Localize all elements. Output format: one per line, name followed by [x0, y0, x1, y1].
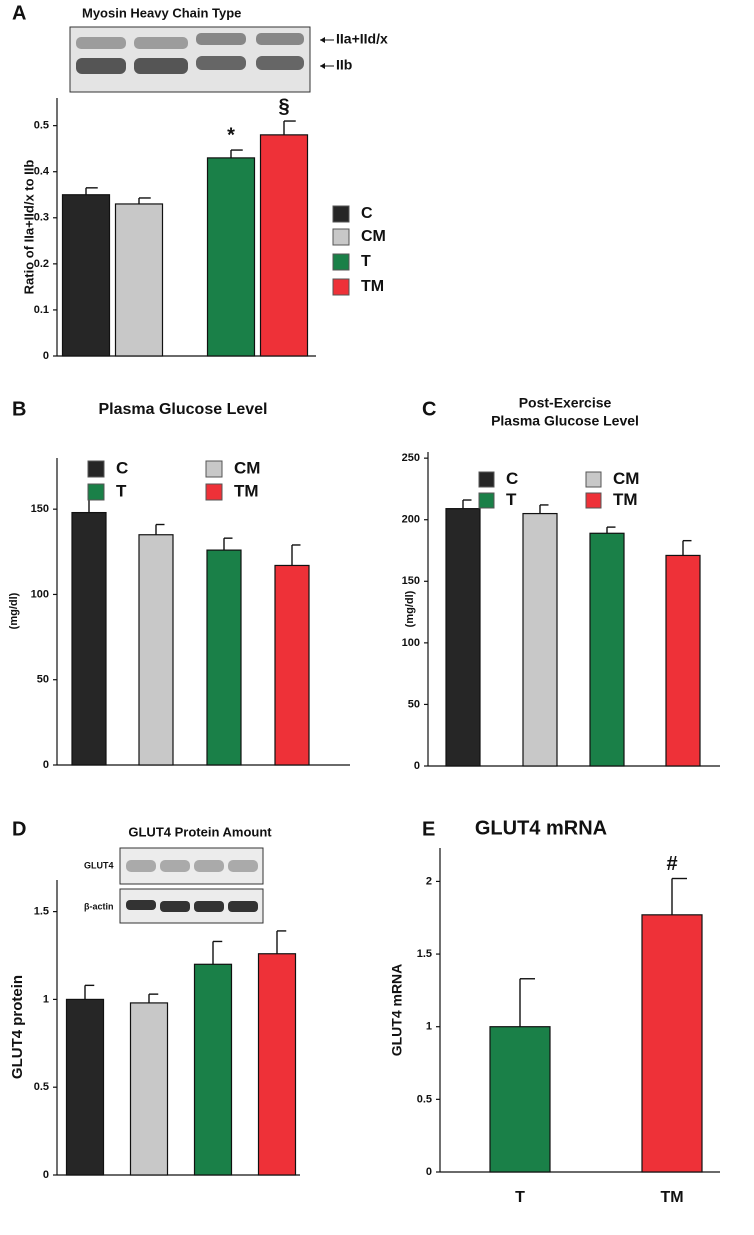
- y-tick-label: 0: [43, 350, 49, 362]
- legend-swatch: [478, 492, 495, 509]
- blot-a: [69, 26, 334, 93]
- legend-swatch: [332, 228, 350, 246]
- legend-label: C: [361, 205, 373, 222]
- y-tick-label: 1: [43, 993, 49, 1005]
- legend-label: CM: [613, 469, 639, 488]
- y-tick-label: 0.5: [417, 1093, 432, 1105]
- chart-title: GLUT4 Protein Amount: [128, 824, 272, 839]
- bar: [65, 998, 105, 1176]
- y-tick-label: 150: [31, 503, 49, 515]
- y-tick-label: 0: [414, 760, 420, 772]
- bar: [129, 1002, 169, 1176]
- y-tick-label: 0: [43, 759, 49, 771]
- panel-letter: B: [12, 398, 26, 420]
- annotation: #: [666, 853, 677, 875]
- y-tick-label: 250: [402, 452, 420, 464]
- y-tick-label: 0.4: [34, 166, 50, 178]
- blot-label: IIb: [336, 57, 352, 73]
- bar: [257, 953, 297, 1176]
- annotation: *: [227, 124, 235, 146]
- bar: [259, 134, 309, 357]
- y-tick-label: 2: [426, 875, 432, 887]
- legend-swatch: [205, 460, 223, 478]
- y-axis-label: GLUT4 protein: [9, 975, 26, 1079]
- y-tick-label: 0.5: [34, 1081, 49, 1093]
- y-axis-label: GLUT4 mRNA: [389, 964, 405, 1057]
- y-tick-label: 0.5: [34, 120, 49, 132]
- legend-swatch: [332, 278, 350, 296]
- bar: [206, 157, 256, 357]
- bar: [445, 508, 481, 767]
- legend-label: C: [506, 469, 518, 488]
- legend-label: TM: [613, 490, 638, 509]
- y-tick-label: 0.2: [34, 258, 49, 270]
- x-tick-label: TM: [660, 1189, 683, 1206]
- y-tick-label: 1: [426, 1021, 432, 1033]
- chart-title: Myosin Heavy Chain Type: [82, 5, 241, 20]
- blot-label: β-actin: [84, 901, 114, 911]
- bar: [138, 534, 174, 766]
- blot-d: [119, 847, 264, 924]
- legend-label: TM: [361, 278, 384, 295]
- y-tick-label: 0.1: [34, 304, 49, 316]
- bar: [641, 914, 703, 1173]
- y-tick-label: 0.3: [34, 212, 49, 224]
- legend-label: TM: [234, 481, 259, 500]
- legend-label: T: [361, 253, 371, 270]
- bar: [665, 554, 701, 767]
- bar: [114, 203, 164, 357]
- bar: [61, 194, 111, 357]
- legend-swatch: [332, 205, 350, 223]
- bar: [489, 1026, 551, 1173]
- y-tick-label: 0: [43, 1169, 49, 1181]
- bar: [71, 511, 107, 766]
- y-tick-label: 50: [408, 698, 420, 710]
- legend-swatch: [478, 471, 495, 488]
- legend-swatch: [332, 253, 350, 271]
- legend-swatch: [87, 460, 105, 478]
- panel-letter: E: [422, 818, 435, 840]
- legend-label: C: [116, 458, 128, 477]
- bar: [206, 549, 242, 766]
- bar: [589, 532, 625, 767]
- y-tick-label: 100: [402, 637, 420, 649]
- bar: [193, 963, 233, 1176]
- legend-swatch: [585, 492, 602, 509]
- chart-title: Plasma Glucose Level: [99, 401, 268, 418]
- y-tick-label: 0: [426, 1166, 432, 1178]
- x-tick-label: T: [515, 1189, 525, 1206]
- y-axis-label: Ratio of IIa+IId/x to IIb: [21, 160, 36, 295]
- legend-swatch: [585, 471, 602, 488]
- legend-label: T: [506, 490, 517, 509]
- panel-letter: A: [12, 2, 26, 24]
- y-axis-label: (mg/dl): [8, 592, 20, 629]
- y-tick-label: 1.5: [417, 948, 432, 960]
- chart-title: Plasma Glucose Level: [491, 413, 639, 429]
- blot-label: GLUT4: [84, 860, 114, 870]
- panel-letter: D: [12, 818, 26, 840]
- legend-swatch: [87, 483, 105, 501]
- legend-swatch: [205, 483, 223, 501]
- y-tick-label: 1.5: [34, 906, 49, 918]
- y-tick-label: 150: [402, 575, 420, 587]
- bar: [274, 564, 310, 766]
- annotation: §: [278, 95, 289, 117]
- legend-label: CM: [361, 228, 386, 245]
- legend-label: CM: [234, 458, 260, 477]
- panel-letter: C: [422, 398, 436, 420]
- chart-title: GLUT4 mRNA: [475, 817, 607, 839]
- bar: [522, 512, 558, 767]
- legend-label: T: [116, 481, 127, 500]
- y-tick-label: 200: [402, 514, 420, 526]
- y-axis-label: (mg/dl): [404, 590, 416, 627]
- blot-label: IIa+IId/x: [336, 31, 388, 47]
- y-tick-label: 100: [31, 588, 49, 600]
- chart-title: Post-Exercise: [519, 395, 612, 411]
- y-tick-label: 50: [37, 674, 49, 686]
